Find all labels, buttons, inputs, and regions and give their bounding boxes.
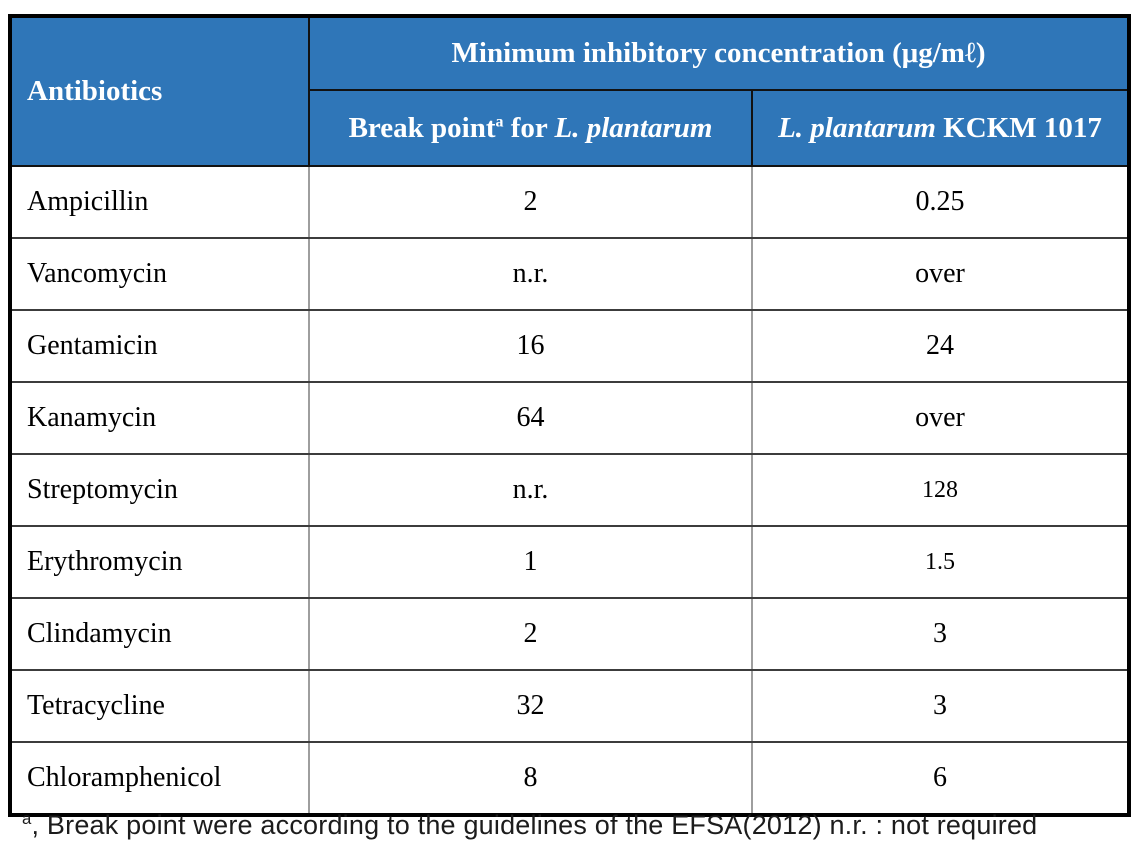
table-row: Gentamicin 16 24 <box>10 309 1131 383</box>
table-row: Tetracycline 32 3 <box>10 669 1131 743</box>
break-point-value: 64 <box>308 381 753 455</box>
strain-mic-value: 3 <box>750 597 1131 671</box>
antibiotic-name: Streptomycin <box>10 453 310 527</box>
header-breakpoint-species: L. plantarum <box>554 111 713 144</box>
antibiotic-name: Tetracycline <box>10 669 310 743</box>
antibiotic-name: Erythromycin <box>10 525 310 599</box>
table-row: Streptomycin n.r. 128 <box>10 453 1131 527</box>
footnote: a, Break point were according to the gui… <box>22 810 1127 841</box>
table-row: Kanamycin 64 over <box>10 381 1131 455</box>
strain-mic-value: over <box>750 237 1131 311</box>
antibiotic-name: Kanamycin <box>10 381 310 455</box>
table-row: Erythromycin 1 1.5 <box>10 525 1131 599</box>
antibiotic-name: Gentamicin <box>10 309 310 383</box>
header-breakpoint: Break pointa for L. plantarum <box>308 89 753 167</box>
table-row: Clindamycin 2 3 <box>10 597 1131 671</box>
strain-mic-value: 128 <box>750 453 1131 527</box>
strain-mic-value: 6 <box>750 741 1131 816</box>
strain-mic-value: 0.25 <box>750 165 1131 239</box>
header-mic-title: Minimum inhibitory concentration (μg/mℓ) <box>307 15 1131 91</box>
table-row: Ampicillin 2 0.25 <box>10 165 1131 239</box>
table-row: Vancomycin n.r. over <box>10 237 1131 311</box>
antibiotic-name: Vancomycin <box>10 237 310 311</box>
header-strain-rest: KCKM 1017 <box>936 111 1102 144</box>
break-point-value: 32 <box>308 669 753 743</box>
break-point-value: 2 <box>308 165 753 239</box>
break-point-value: n.r. <box>308 237 753 311</box>
strain-mic-value: 1.5 <box>750 525 1131 599</box>
antibiotic-name: Clindamycin <box>10 597 310 671</box>
strain-mic-value: over <box>750 381 1131 455</box>
footnote-sup: a <box>22 809 32 828</box>
break-point-value: 2 <box>308 597 753 671</box>
table-body: Ampicillin 2 0.25 Vancomycin n.r. over G… <box>10 165 1131 816</box>
antibiotic-name: Chloramphenicol <box>10 741 310 816</box>
header-breakpoint-sup: a <box>495 112 504 130</box>
header-strain-species: L. plantarum <box>778 111 936 144</box>
break-point-value: 1 <box>308 525 753 599</box>
header-strain: L. plantarum KCKM 1017 <box>750 89 1131 167</box>
break-point-value: n.r. <box>308 453 753 527</box>
table-row: Chloramphenicol 8 6 <box>10 741 1131 816</box>
header-breakpoint-mid: for <box>503 111 555 144</box>
strain-mic-value: 24 <box>750 309 1131 383</box>
break-point-value: 8 <box>308 741 753 816</box>
table-header: Antibiotics Minimum inhibitory concentra… <box>9 15 1131 167</box>
strain-mic-value: 3 <box>750 669 1131 743</box>
antibiotic-name: Ampicillin <box>10 165 310 239</box>
header-row-sub: Break pointa for L. plantarum L. plantar… <box>10 89 1131 167</box>
header-row-top: Antibiotics Minimum inhibitory concentra… <box>9 15 1131 167</box>
break-point-value: 16 <box>308 309 753 383</box>
footnote-text: , Break point were according to the guid… <box>31 810 1038 840</box>
header-breakpoint-prefix: Break point <box>348 111 496 144</box>
mic-table: Antibiotics Minimum inhibitory concentra… <box>8 14 1132 817</box>
header-antibiotics: Antibiotics <box>9 15 310 167</box>
